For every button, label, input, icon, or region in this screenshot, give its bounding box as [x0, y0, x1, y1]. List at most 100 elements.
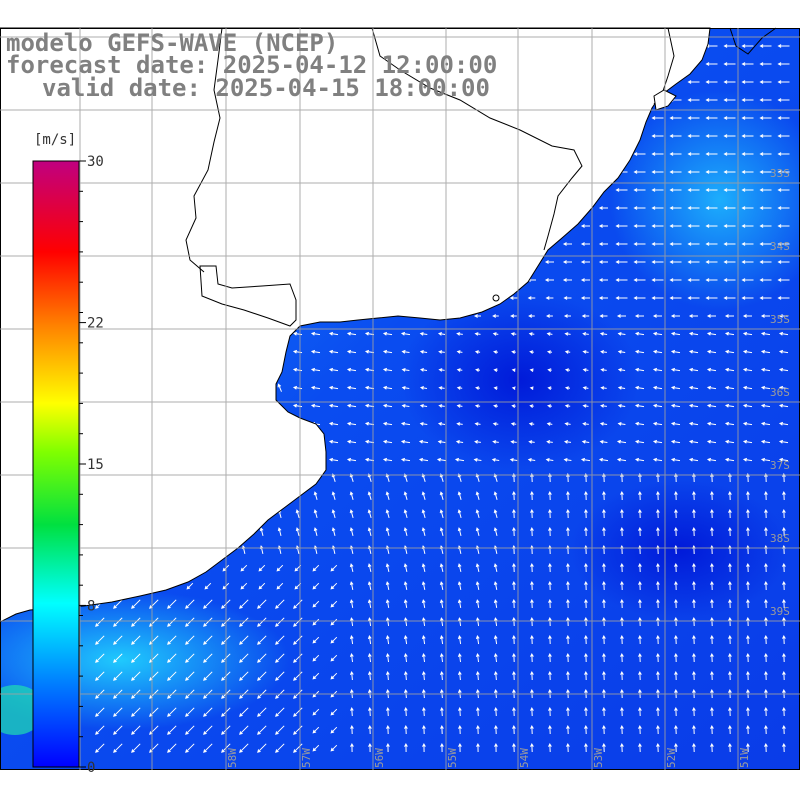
wind-arrow [113, 617, 123, 627]
wind-arrow [385, 599, 390, 608]
wind-arrow [382, 421, 393, 426]
wind-arrow [706, 349, 717, 354]
wind-arrow [403, 652, 408, 663]
title-model: modelo GEFS-WAVE (NCEP) [6, 29, 339, 57]
wind-arrow [638, 580, 642, 591]
wind-arrow [368, 706, 372, 717]
wind-arrow [656, 634, 660, 645]
wind-arrow [602, 580, 606, 591]
wind-arrow [599, 332, 608, 336]
wind-arrow [634, 367, 645, 372]
wind-arrow [705, 134, 718, 138]
wind-arrow [710, 652, 714, 663]
wind-arrow [403, 617, 408, 626]
wind-arrow [584, 580, 588, 591]
wind-arrow [584, 706, 588, 717]
wind-arrow [456, 350, 463, 354]
wind-arrow [742, 331, 753, 336]
wind-arrow [548, 598, 552, 609]
wind-arrow [512, 508, 516, 519]
wind-arrow [777, 80, 790, 84]
wind-arrow [382, 403, 393, 408]
wind-arrow [512, 598, 516, 609]
wind-arrow [277, 527, 282, 537]
wind-arrow [634, 457, 645, 462]
wind-arrow [620, 508, 624, 519]
wind-arrow [778, 349, 789, 354]
wind-arrow [634, 331, 645, 336]
wind-arrow [566, 634, 570, 645]
wind-arrow [741, 296, 754, 300]
wind-arrow [421, 491, 426, 500]
wind-arrow [439, 527, 444, 537]
wind-arrow [764, 616, 768, 627]
wind-arrow [239, 725, 249, 735]
wind-arrow [95, 617, 105, 627]
wind-arrow [400, 457, 411, 462]
wind-arrow [346, 331, 357, 336]
wind-arrow [742, 421, 753, 426]
wind-arrow [239, 635, 249, 645]
wind-arrow [530, 526, 534, 537]
wind-arrow [620, 652, 624, 663]
wind-arrow [475, 386, 480, 390]
wind-arrow [687, 278, 700, 282]
wind-arrow [724, 331, 735, 336]
wind-arrow [530, 508, 534, 519]
wind-arrow [419, 422, 428, 426]
colorbar-tick-label: 8 [87, 598, 95, 614]
wind-arrow [617, 350, 626, 354]
wind-arrow [599, 422, 608, 426]
wind-arrow [706, 439, 717, 444]
wind-arrow [759, 134, 772, 138]
wind-arrow [346, 457, 357, 462]
wind-arrow [113, 635, 123, 645]
wind-arrow [185, 725, 195, 735]
wind-arrow [382, 331, 393, 336]
wind-arrow [602, 670, 606, 681]
wind-arrow [782, 508, 786, 519]
wind-arrow [764, 562, 768, 573]
wind-arrow [764, 706, 768, 717]
wind-arrow [741, 152, 754, 156]
lon-label: 55W [446, 748, 459, 768]
wind-arrow [494, 706, 498, 717]
wind-arrow [493, 634, 498, 645]
wind-arrow [651, 224, 664, 228]
wind-arrow [275, 599, 285, 609]
wind-arrow [782, 490, 786, 501]
wind-arrow [113, 653, 123, 663]
wind-arrow [777, 170, 790, 174]
wind-arrow [346, 439, 357, 444]
wind-arrow [440, 724, 444, 735]
wind-arrow [692, 580, 696, 591]
wind-arrow [759, 152, 772, 156]
wind-arrow [566, 724, 570, 735]
wind-arrow [530, 562, 534, 573]
wind-arrow [562, 278, 572, 282]
wind-arrow [617, 368, 626, 372]
wind-arrow [475, 368, 480, 372]
wind-arrow [330, 564, 338, 572]
wind-arrow [563, 458, 572, 462]
wind-arrow [669, 296, 682, 300]
wind-arrow [705, 170, 718, 174]
wind-arrow [455, 440, 464, 444]
wind-arrow [638, 526, 642, 537]
wind-arrow [656, 490, 660, 501]
wind-arrow [310, 349, 321, 354]
wind-arrow [620, 526, 624, 537]
wind-arrow [292, 403, 303, 408]
wind-arrow [382, 349, 393, 354]
wind-arrow [382, 367, 393, 372]
wind-arrow [602, 562, 606, 573]
wind-arrow [723, 44, 736, 48]
wind-arrow [113, 671, 123, 681]
wind-arrow [346, 385, 357, 390]
wind-arrow [710, 634, 714, 645]
wind-arrow [580, 278, 590, 282]
wind-arrow [741, 188, 754, 192]
wind-arrow [475, 670, 480, 681]
wind-arrow [674, 508, 678, 519]
wind-arrow [656, 508, 660, 519]
